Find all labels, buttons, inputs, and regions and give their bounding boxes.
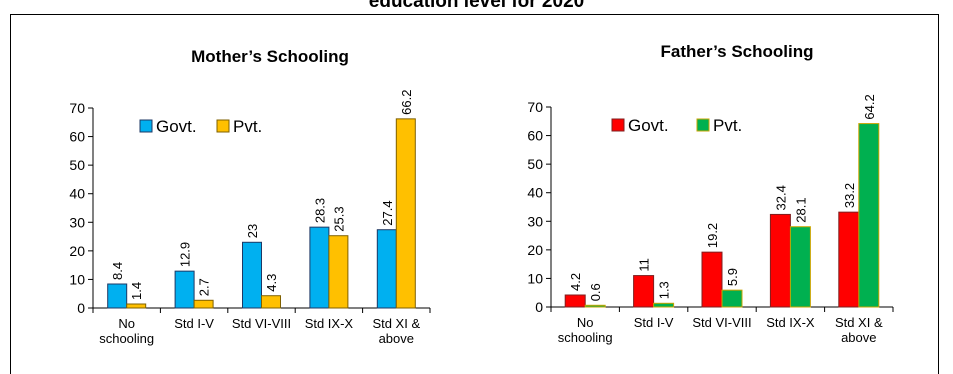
data-label: 11 xyxy=(637,258,652,272)
data-label: 4.3 xyxy=(264,274,279,292)
y-tick-label: 50 xyxy=(69,157,85,173)
bar-pvt xyxy=(653,302,675,308)
page-title: education level for 2020 xyxy=(368,0,585,12)
bar-pvt xyxy=(721,289,743,308)
y-tick-label: 0 xyxy=(77,300,85,316)
y-tick-label: 30 xyxy=(527,213,543,229)
bar-pvt xyxy=(126,303,147,309)
bar-pvt xyxy=(193,299,214,309)
chart-title: Mother’s Schooling xyxy=(191,47,349,66)
data-label: 33.2 xyxy=(842,183,857,208)
x-tick-label: Std I-V xyxy=(634,315,674,330)
x-tick-label: No schooling xyxy=(558,315,613,345)
legend-label: Govt. xyxy=(628,116,669,135)
legend-swatch xyxy=(216,119,230,133)
bar-govt xyxy=(309,226,330,309)
legend-label: Govt. xyxy=(156,117,197,136)
y-tick-label: 70 xyxy=(69,100,85,116)
bar-pvt xyxy=(789,226,811,308)
x-tick-label: Std VI-VIII xyxy=(232,316,291,331)
frame-right-border xyxy=(938,14,939,374)
data-label: 28.3 xyxy=(312,198,327,223)
data-label: 23 xyxy=(245,224,260,238)
bar-pvt xyxy=(261,295,281,309)
mothers-schooling-chart: Mother’s Schooling 0 10 20 30 40 50 60 70 No schoo… xyxy=(69,47,431,346)
chart-title: Father’s Schooling xyxy=(660,42,813,61)
data-label: 2.7 xyxy=(197,278,212,296)
bar-pvt xyxy=(328,235,349,309)
legend-swatch xyxy=(696,118,710,132)
y-tick-label: 70 xyxy=(527,99,543,115)
legend-label: Pvt. xyxy=(713,116,742,135)
legend-label: Pvt. xyxy=(233,117,262,136)
bar-govt xyxy=(376,229,397,309)
bar-govt xyxy=(701,251,723,308)
frame-top-border xyxy=(10,14,938,15)
x-tick-label: Std IX-X xyxy=(766,315,815,330)
bar-pvt xyxy=(584,304,606,308)
data-label: 64.2 xyxy=(862,94,877,119)
y-tick-label: 40 xyxy=(69,186,85,202)
frame-left-border xyxy=(10,14,11,374)
bar-govt xyxy=(769,213,791,308)
bar-govt xyxy=(107,283,128,309)
y-tick-label: 0 xyxy=(535,299,543,315)
data-label: 8.4 xyxy=(110,262,125,280)
data-label: 12.9 xyxy=(178,242,193,267)
data-label: 25.3 xyxy=(331,206,346,231)
data-label: 0.6 xyxy=(588,283,603,301)
legend-swatch xyxy=(611,118,625,132)
data-label: 32.4 xyxy=(773,185,788,210)
y-tick-label: 60 xyxy=(527,128,543,144)
x-tick-label: Std XI & above xyxy=(835,315,883,345)
data-label: 28.1 xyxy=(793,197,808,222)
bar-pvt xyxy=(858,123,880,308)
data-label: 4.2 xyxy=(568,273,583,291)
bar-govt xyxy=(838,211,860,308)
data-label: 5.9 xyxy=(725,268,740,286)
legend-swatch xyxy=(139,119,153,133)
bar-govt xyxy=(174,270,195,309)
y-tick-label: 50 xyxy=(527,156,543,172)
data-label: 19.2 xyxy=(705,223,720,248)
data-label: 27.4 xyxy=(380,200,395,225)
y-tick-label: 20 xyxy=(69,243,85,259)
bar-pvt xyxy=(395,118,416,309)
y-tick-label: 30 xyxy=(69,214,85,230)
x-tick-label: Std XI & above xyxy=(372,316,420,346)
y-tick-label: 60 xyxy=(69,129,85,145)
y-tick-label: 10 xyxy=(527,270,543,286)
data-label: 1.4 xyxy=(129,282,144,300)
x-tick-label: Std IX-X xyxy=(305,316,354,331)
x-tick-label: Std VI-VIII xyxy=(692,315,751,330)
x-tick-label: Std I-V xyxy=(174,316,214,331)
data-label: 66.2 xyxy=(399,90,414,115)
y-tick-label: 10 xyxy=(69,271,85,287)
data-label: 1.3 xyxy=(657,281,672,299)
bar-govt xyxy=(633,275,655,308)
x-tick-label: No schooling xyxy=(99,316,154,346)
bar-govt xyxy=(242,241,262,309)
y-tick-label: 20 xyxy=(527,242,543,258)
y-tick-label: 40 xyxy=(527,185,543,201)
fathers-schooling-chart: Father’s Schooling 0 10 20 30 40 50 60 70 No schoo… xyxy=(527,42,894,345)
bar-govt xyxy=(564,294,586,308)
